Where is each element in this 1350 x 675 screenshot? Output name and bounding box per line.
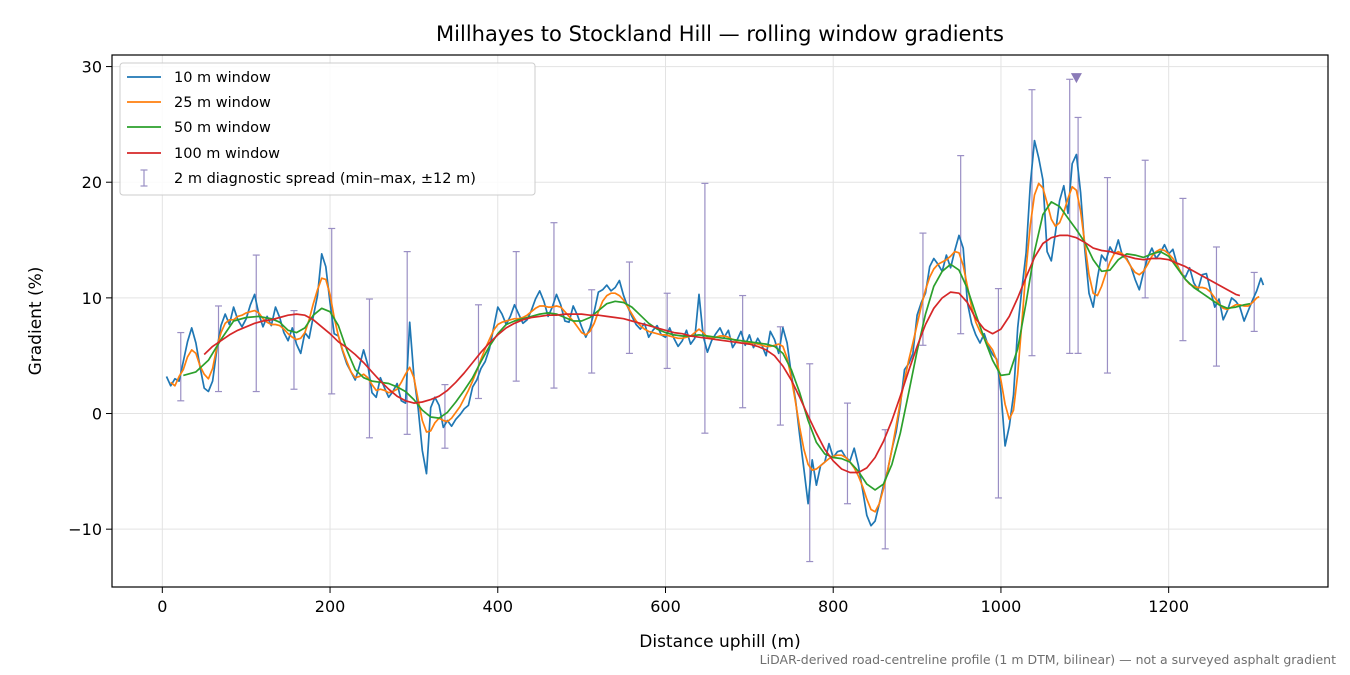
errorbar (739, 294, 747, 409)
chart-title: Millhayes to Stockland Hill — rolling wi… (436, 22, 1004, 46)
errorbar (701, 182, 709, 434)
errorbar (625, 261, 633, 354)
plot-frame (111, 54, 1329, 588)
series-line-4 (203, 234, 1241, 474)
y-axis-label: Gradient (%) (26, 267, 46, 376)
series-line-3 (183, 201, 1251, 491)
errorbar (290, 309, 298, 390)
footnote: LiDAR-derived road-centreline profile (1… (760, 652, 1336, 667)
x-tick-label: 0 (157, 597, 167, 616)
x-tick-label: 1200 (1148, 597, 1189, 616)
errorbar (994, 288, 1002, 499)
errorbar (957, 155, 965, 335)
peak-marker-icon (1070, 73, 1082, 84)
errorbar (403, 251, 411, 435)
peak-marker-group (1070, 73, 1082, 84)
errorbar (1179, 197, 1187, 342)
errorbar (806, 363, 814, 563)
legend-label-2: 25 m window (174, 95, 271, 111)
legend-label-errorbar: 2 m diagnostic spread (min–max, ±12 m) (174, 171, 476, 187)
legend-label-1: 10 m window (174, 70, 271, 86)
errorbar (474, 304, 482, 400)
x-tick-label: 800 (818, 597, 849, 616)
errorbar (215, 305, 223, 393)
legend-label-3: 50 m window (174, 120, 271, 136)
errorbar (512, 251, 520, 382)
errorbar (1066, 78, 1074, 354)
y-axis-ticks: −10 0 10 20 30 (68, 58, 112, 539)
errorbar (550, 222, 558, 389)
legend-box (119, 62, 536, 196)
errorbar (1103, 176, 1111, 374)
x-axis-label: Distance uphill (m) (639, 632, 800, 652)
x-axis-ticks: 0 200 400 600 800 1000 1200 (157, 587, 1189, 616)
legend-swatch-errorbar (140, 169, 148, 187)
errorbar (1250, 271, 1258, 333)
y-tick-label: 20 (82, 173, 102, 192)
errorbar (1074, 116, 1082, 354)
y-tick-label: −10 (68, 520, 102, 539)
y-tick-label: 30 (82, 58, 102, 77)
errorbar (177, 331, 185, 402)
errorbar (843, 402, 851, 505)
x-tick-label: 400 (482, 597, 513, 616)
errorbar (1141, 159, 1149, 299)
series-lines (165, 139, 1265, 527)
legend-label-4: 100 m window (174, 146, 280, 162)
legend: 10 m window 25 m window 50 m window 100 m w… (119, 62, 536, 196)
x-tick-label: 1000 (981, 597, 1022, 616)
y-tick-label: 10 (82, 289, 102, 308)
y-tick-label: 0 (92, 405, 102, 424)
x-tick-label: 600 (650, 597, 681, 616)
errorbar (1212, 246, 1220, 367)
x-tick-label: 200 (315, 597, 346, 616)
errorbar (1028, 89, 1036, 357)
errorbar (441, 384, 449, 449)
errorbar (588, 289, 596, 374)
